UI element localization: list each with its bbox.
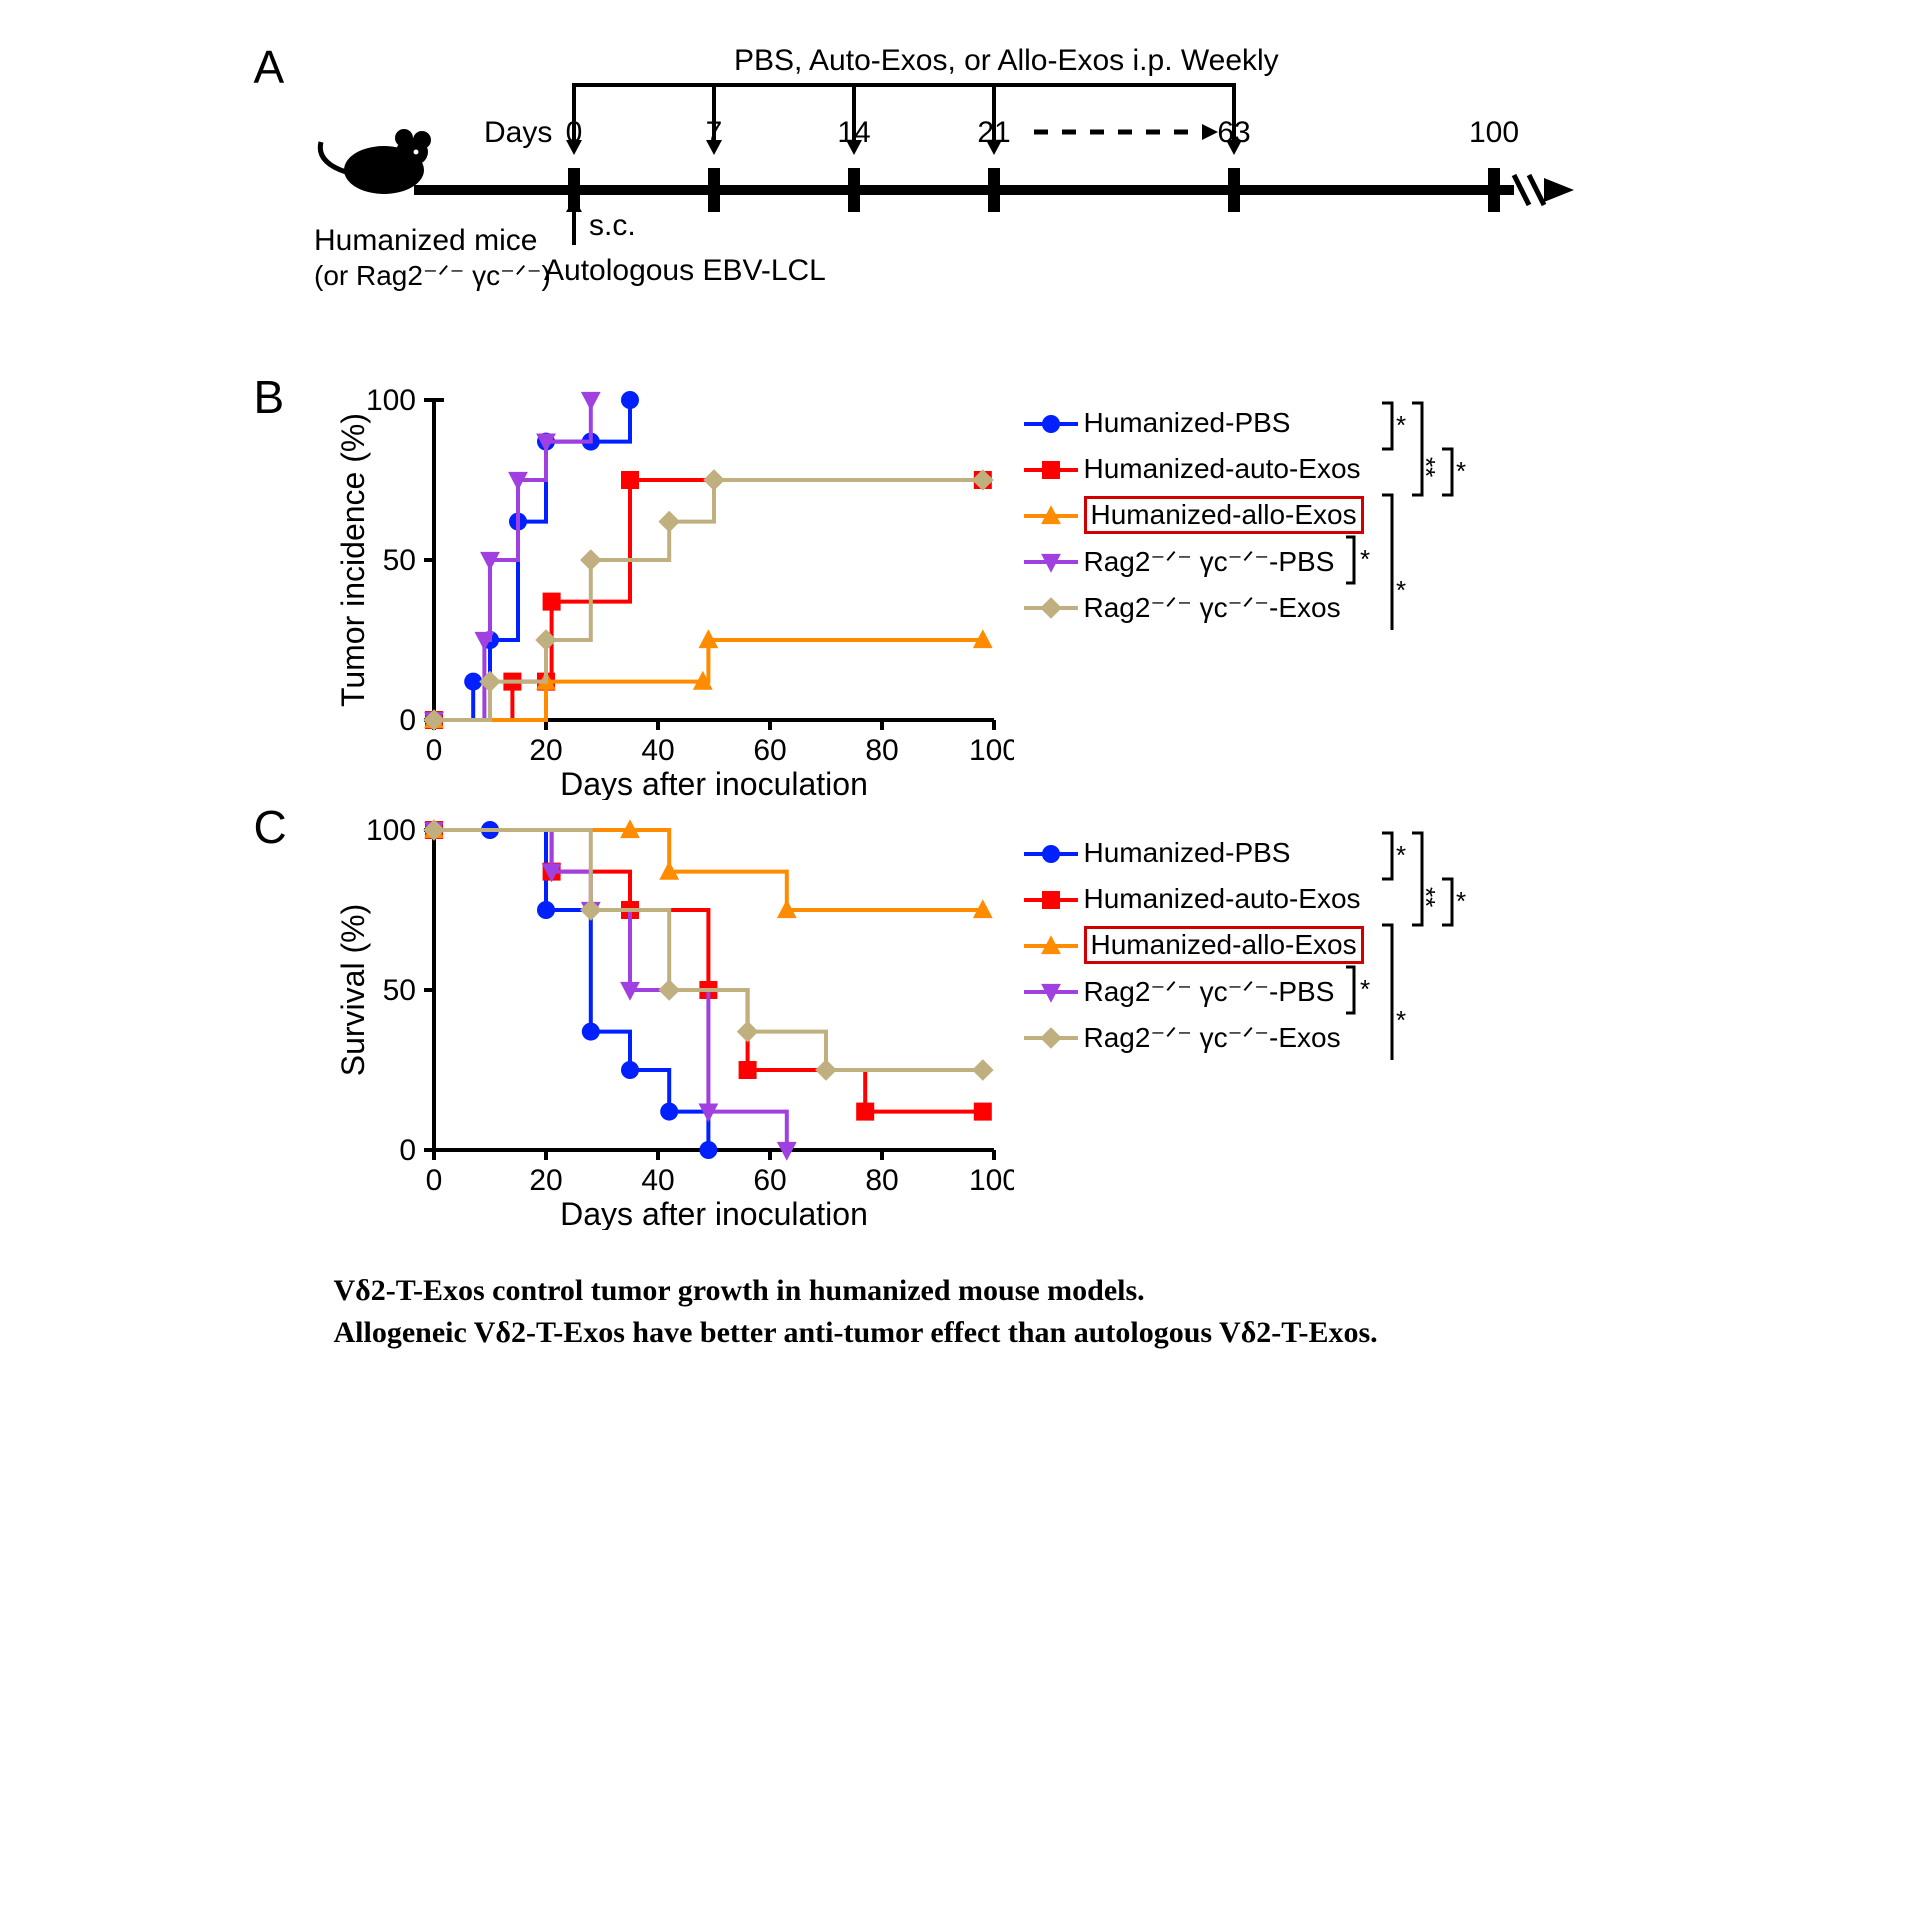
- svg-text:100: 100: [365, 384, 415, 417]
- legend-item: Humanized-auto-Exos: [1024, 446, 1364, 492]
- panel-c-label: C: [254, 800, 287, 854]
- svg-text:Days after inoculation: Days after inoculation: [560, 766, 868, 800]
- legend-item: Humanized-PBS: [1024, 400, 1364, 446]
- svg-text:20: 20: [529, 734, 562, 767]
- caption-line-1: Vδ2-T-Exos control tumor growth in human…: [334, 1270, 1654, 1312]
- svg-text:Days after inoculation: Days after inoculation: [560, 1196, 868, 1230]
- svg-text:0: 0: [399, 704, 416, 737]
- svg-text:Survival (%): Survival (%): [335, 904, 371, 1076]
- figure-caption: Vδ2-T-Exos control tumor growth in human…: [334, 1270, 1654, 1354]
- legend-label: Humanized-allo-Exos: [1084, 496, 1364, 534]
- svg-text:14: 14: [837, 116, 870, 149]
- svg-text:Autologous EBV-LCL: Autologous EBV-LCL: [544, 254, 826, 287]
- svg-text:Humanized mice: Humanized mice: [314, 224, 537, 257]
- timeline-svg: PBS, Auto-Exos, or Allo-Exos i.p. Weekly…: [314, 40, 1614, 320]
- panel-b-chart: 0 50 100 0 20 40 60 80 100 Days after inoculation…: [334, 380, 1014, 800]
- caption-line-2: Allogeneic Vδ2-T-Exos have better anti-t…: [334, 1312, 1654, 1354]
- svg-text:*: *: [1456, 886, 1466, 916]
- svg-text:*: *: [1396, 840, 1406, 870]
- svg-text:40: 40: [641, 734, 674, 767]
- svg-text:**: **: [1411, 457, 1441, 477]
- panel-c: C 050100020406080100Days after inoculati…: [254, 810, 1654, 1230]
- svg-text:s.c.: s.c.: [589, 209, 636, 242]
- legend-item: Humanized-auto-Exos: [1024, 876, 1364, 922]
- svg-text:*: *: [1360, 974, 1370, 1004]
- svg-text:*: *: [1456, 456, 1466, 486]
- legend-item: Humanized-allo-Exos: [1024, 922, 1364, 968]
- legend-label: Rag2⁻ᐟ⁻ γc⁻ᐟ⁻-Exos: [1084, 1021, 1341, 1054]
- svg-text:50: 50: [382, 544, 415, 577]
- legend-label: Humanized-PBS: [1084, 407, 1291, 439]
- panel-a-label: A: [254, 40, 285, 94]
- svg-text:63: 63: [1217, 116, 1250, 149]
- svg-text:0: 0: [565, 116, 582, 149]
- svg-text:**: **: [1411, 887, 1441, 907]
- panel-b-label: B: [254, 370, 285, 424]
- svg-text:0: 0: [425, 1164, 442, 1197]
- svg-text:*: *: [1360, 544, 1370, 574]
- panel-c-legend: Humanized-PBS Humanized-auto-Exos Humanize…: [1024, 830, 1364, 1060]
- legend-label: Humanized-PBS: [1084, 837, 1291, 869]
- svg-text:0: 0: [399, 1134, 416, 1167]
- legend-item: Rag2⁻ᐟ⁻ γc⁻ᐟ⁻-PBS: [1024, 538, 1364, 584]
- panel-b-legend: Humanized-PBS Humanized-auto-Exos Humanize…: [1024, 400, 1364, 630]
- svg-text:21: 21: [977, 116, 1010, 149]
- svg-text:80: 80: [865, 1164, 898, 1197]
- svg-text:20: 20: [529, 1164, 562, 1197]
- svg-text:*: *: [1396, 575, 1406, 605]
- svg-text:Tumor incidence (%): Tumor incidence (%): [335, 413, 371, 707]
- svg-text:80: 80: [865, 734, 898, 767]
- legend-label: Humanized-auto-Exos: [1084, 453, 1361, 485]
- legend-item: Rag2⁻ᐟ⁻ γc⁻ᐟ⁻-Exos: [1024, 1014, 1364, 1060]
- svg-text:100: 100: [1468, 116, 1518, 149]
- svg-text:*: *: [1396, 410, 1406, 440]
- panel-b-significance: ******: [1372, 380, 1492, 610]
- panel-c-chart: 0 50 100 0 20 40 60 80 100 Days after inoculation…: [334, 810, 1014, 1230]
- panel-a: A PBS, Auto-Exos, or Allo-Exos i.p. Week…: [254, 40, 1654, 320]
- legend-item: Humanized-allo-Exos: [1024, 492, 1364, 538]
- svg-text:60: 60: [753, 1164, 786, 1197]
- legend-item: Humanized-PBS: [1024, 830, 1364, 876]
- legend-label: Rag2⁻ᐟ⁻ γc⁻ᐟ⁻-PBS: [1084, 975, 1335, 1008]
- svg-text:0: 0: [425, 734, 442, 767]
- svg-text:40: 40: [641, 1164, 674, 1197]
- svg-text:100: 100: [968, 734, 1013, 767]
- svg-text:(or Rag2⁻ᐟ⁻ γc⁻ᐟ⁻): (or Rag2⁻ᐟ⁻ γc⁻ᐟ⁻): [314, 260, 551, 291]
- panel-c-significance: ******: [1372, 810, 1492, 1040]
- legend-label: Rag2⁻ᐟ⁻ γc⁻ᐟ⁻-PBS: [1084, 545, 1335, 578]
- legend-item: Rag2⁻ᐟ⁻ γc⁻ᐟ⁻-PBS: [1024, 968, 1364, 1014]
- svg-text:60: 60: [753, 734, 786, 767]
- legend-label: Humanized-auto-Exos: [1084, 883, 1361, 915]
- legend-label: Humanized-allo-Exos: [1084, 926, 1364, 964]
- svg-text:PBS, Auto-Exos, or Allo-Exos: PBS, Auto-Exos, or Allo-Exos i.p. Weekly: [734, 44, 1279, 77]
- svg-text:100: 100: [365, 814, 415, 847]
- svg-text:*: *: [1396, 1005, 1406, 1035]
- legend-item: Rag2⁻ᐟ⁻ γc⁻ᐟ⁻-Exos: [1024, 584, 1364, 630]
- svg-text:100: 100: [968, 1164, 1013, 1197]
- svg-text:Days: Days: [484, 116, 552, 149]
- panel-b: B 050100020406080100Days after inoculati…: [254, 380, 1654, 800]
- svg-text:7: 7: [705, 116, 722, 149]
- svg-text:50: 50: [382, 974, 415, 1007]
- legend-label: Rag2⁻ᐟ⁻ γc⁻ᐟ⁻-Exos: [1084, 591, 1341, 624]
